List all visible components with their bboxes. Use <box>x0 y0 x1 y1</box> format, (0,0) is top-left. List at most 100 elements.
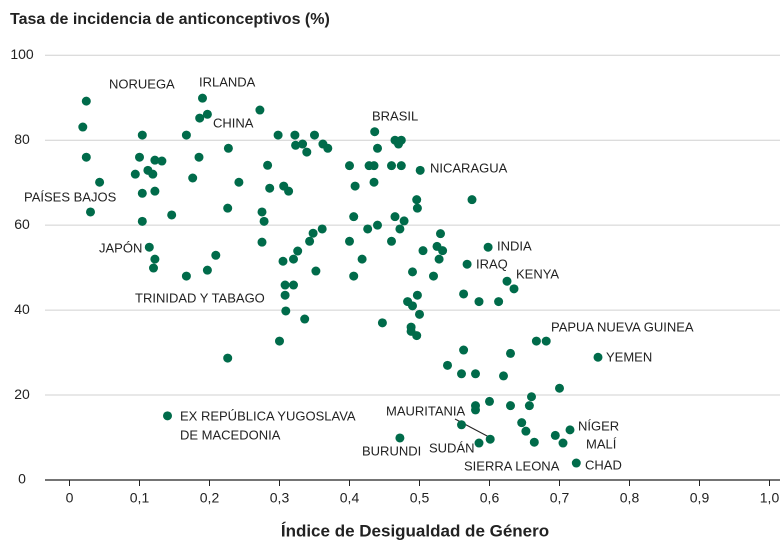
point <box>148 169 158 179</box>
point <box>234 177 244 187</box>
x-tick-label: 0,9 <box>690 490 710 506</box>
point <box>531 336 541 346</box>
point <box>78 122 88 132</box>
point <box>278 256 288 266</box>
point <box>387 236 396 246</box>
point <box>167 210 177 220</box>
y-tick-label: 40 <box>14 301 30 317</box>
point <box>293 246 303 256</box>
y-tick-label: 0 <box>18 471 26 487</box>
point <box>81 152 91 162</box>
point <box>305 236 315 246</box>
point <box>211 250 221 260</box>
point <box>259 216 269 226</box>
point <box>257 207 267 217</box>
point <box>395 224 405 234</box>
point <box>137 188 147 198</box>
point <box>459 345 469 355</box>
point <box>369 177 379 187</box>
annotation: MALÍ <box>586 436 617 451</box>
y-tick-label: 60 <box>14 216 30 232</box>
point <box>181 271 191 281</box>
point <box>349 271 359 281</box>
point <box>408 301 417 311</box>
point <box>323 143 333 153</box>
annotation: KENYA <box>516 266 559 281</box>
y-tick-label: 20 <box>14 386 30 402</box>
x-tick-label: 1,0 <box>760 490 780 506</box>
point <box>471 369 480 379</box>
point <box>223 353 233 363</box>
x-tick-label: 0 <box>66 490 74 506</box>
point <box>202 265 212 275</box>
point <box>263 160 273 170</box>
point <box>395 433 405 443</box>
point <box>265 183 275 193</box>
point <box>457 369 466 379</box>
point <box>280 280 290 290</box>
point <box>412 290 422 300</box>
point <box>412 203 422 213</box>
point <box>418 246 428 256</box>
point <box>412 331 422 341</box>
point <box>275 336 284 346</box>
point <box>350 181 360 191</box>
point <box>483 242 493 252</box>
point <box>163 411 172 421</box>
point <box>223 143 233 153</box>
point <box>521 426 531 436</box>
point <box>195 113 205 123</box>
point <box>290 130 300 140</box>
point <box>150 155 160 165</box>
point <box>345 161 354 171</box>
point <box>149 263 158 273</box>
point <box>364 161 374 171</box>
point <box>370 127 380 137</box>
point <box>202 109 212 119</box>
point <box>298 139 308 149</box>
point <box>474 297 484 307</box>
point <box>95 177 105 187</box>
point <box>289 280 298 290</box>
point <box>527 392 536 402</box>
point <box>255 105 265 115</box>
point <box>291 140 301 150</box>
x-tick-label: 0,5 <box>410 490 430 506</box>
point <box>373 143 382 153</box>
annotation: IRLANDA <box>199 74 256 89</box>
point <box>529 437 539 447</box>
annotation: NÍGER <box>578 418 619 433</box>
point <box>524 401 534 411</box>
point <box>555 383 564 393</box>
x-axis-label: Índice de Desigualdad de Género <box>281 521 549 540</box>
point <box>273 130 283 140</box>
point <box>467 195 477 205</box>
point <box>438 246 448 256</box>
point <box>81 96 91 106</box>
point <box>415 309 424 319</box>
x-tick-label: 0,6 <box>480 490 500 506</box>
point <box>150 186 160 196</box>
point <box>593 352 603 362</box>
point <box>571 458 581 468</box>
point <box>474 438 484 448</box>
point <box>558 438 568 448</box>
point <box>137 216 147 226</box>
point <box>377 318 387 328</box>
point <box>399 216 409 226</box>
x-tick-label: 0,3 <box>270 490 290 506</box>
annotation: PAÍSES BAJOS <box>24 189 117 204</box>
point <box>373 220 382 230</box>
annotation: BURUNDI <box>362 443 421 458</box>
point <box>396 161 406 171</box>
point <box>300 314 310 324</box>
point <box>86 207 95 217</box>
annotation: DE MACEDONIA <box>180 427 281 442</box>
point <box>436 229 445 239</box>
annotation: NICARAGUA <box>430 160 508 175</box>
point <box>429 271 438 281</box>
point <box>223 203 233 213</box>
point <box>357 254 367 264</box>
annotation: TRINIDAD Y TABAGO <box>135 290 265 305</box>
